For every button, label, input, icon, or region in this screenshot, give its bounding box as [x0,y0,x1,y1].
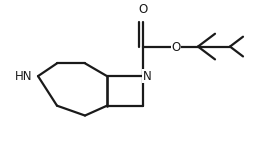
Text: HN: HN [15,70,32,83]
Text: O: O [138,3,148,16]
Text: O: O [171,41,181,54]
Text: N: N [143,70,151,83]
